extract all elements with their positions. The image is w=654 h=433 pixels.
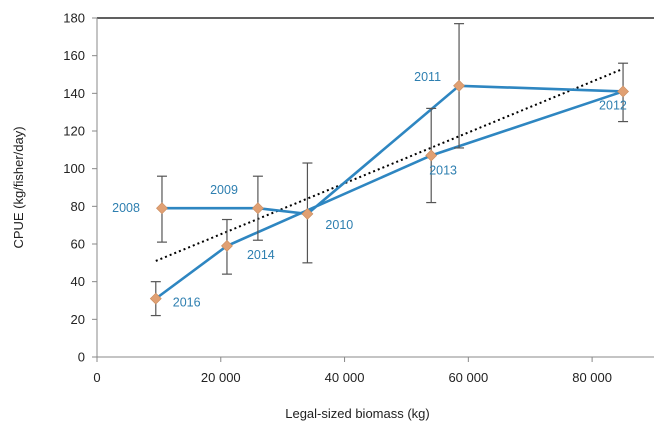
marker-2008 <box>156 202 168 215</box>
year-label-2010: 2010 <box>325 218 353 232</box>
marker-2016 <box>149 292 162 305</box>
trendline-layer <box>155 67 624 262</box>
series-line <box>155 84 624 300</box>
marker-2010 <box>301 207 314 220</box>
y-tick-label: 160 <box>63 48 85 63</box>
marker-2014 <box>221 239 233 252</box>
x-tick-label: 20 000 <box>201 370 241 385</box>
y-tick-label: 140 <box>63 86 85 101</box>
y-axis-title: CPUE (kg/fisher/day) <box>11 126 26 248</box>
data-markers <box>149 79 629 305</box>
error-bars <box>150 23 629 317</box>
tick-labels: 0 20 40 60 80 100 120 140 160 180 0 20 000 40 000 60 … <box>63 11 612 386</box>
x-tick-label: 40 000 <box>325 370 365 385</box>
trendline <box>155 67 624 262</box>
year-labels: 2008 2009 2010 2011 2012 2013 2014 2016 <box>112 70 627 310</box>
y-tick-label: 120 <box>63 124 85 139</box>
x-axis-title: Legal-sized biomass (kg) <box>285 406 430 421</box>
y-tick-label: 80 <box>71 199 85 214</box>
year-label-2012: 2012 <box>599 98 627 112</box>
marker-2012 <box>617 85 629 98</box>
year-label-2011: 2011 <box>414 70 441 84</box>
tick-marks <box>92 17 593 362</box>
year-label-2014: 2014 <box>247 248 275 262</box>
axes <box>96 17 654 358</box>
y-tick-label: 180 <box>63 11 85 26</box>
series-line-layer <box>155 84 624 300</box>
year-label-2013: 2013 <box>429 163 457 177</box>
x-tick-label: 80 000 <box>572 370 612 385</box>
marker-2009 <box>251 202 264 215</box>
y-tick-label: 20 <box>71 312 85 327</box>
x-tick-label: 0 <box>93 370 100 385</box>
y-tick-label: 40 <box>71 274 85 289</box>
year-label-2009: 2009 <box>210 183 238 197</box>
year-label-2008: 2008 <box>112 201 140 215</box>
y-tick-label: 0 <box>78 350 85 365</box>
y-tick-label: 100 <box>63 161 85 176</box>
x-tick-label: 60 000 <box>448 370 488 385</box>
marker-2013 <box>425 149 438 162</box>
year-label-2016: 2016 <box>173 296 201 310</box>
marker-2011 <box>453 79 465 92</box>
y-tick-label: 60 <box>71 237 85 252</box>
